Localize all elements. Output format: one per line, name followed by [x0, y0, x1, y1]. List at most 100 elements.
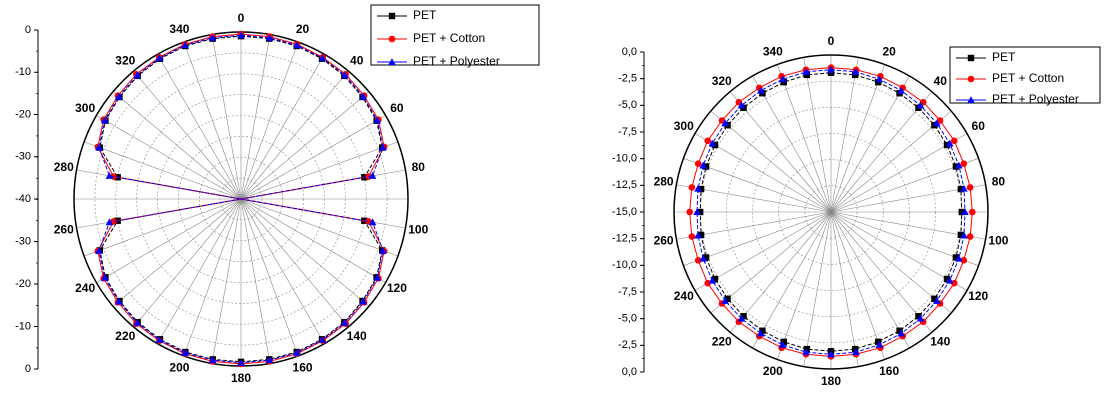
angle-label: 340 [763, 44, 783, 58]
data-point [368, 218, 377, 226]
data-point [699, 254, 707, 262]
legend-label: PET + Cotton [992, 71, 1064, 85]
angle-label: 200 [169, 360, 189, 374]
data-point [851, 68, 860, 75]
data-point [931, 295, 938, 302]
grid-spoke [729, 91, 832, 213]
grid-spoke [830, 211, 859, 367]
data-point [915, 313, 922, 320]
data-point [933, 119, 941, 127]
angle-label: 260 [54, 222, 74, 236]
data-point [969, 208, 976, 216]
grid-spoke [240, 198, 271, 364]
data-point [827, 65, 835, 73]
data-point [293, 41, 301, 49]
data-point [945, 139, 954, 147]
grid-spoke [240, 198, 386, 283]
grid-spoke [240, 141, 399, 200]
angle-label: 80 [412, 160, 426, 174]
data-point [702, 163, 710, 170]
data-point [115, 297, 123, 305]
data-point [368, 172, 377, 179]
data-point [694, 184, 702, 192]
grid-spoke [112, 198, 242, 307]
data-point [757, 86, 765, 94]
grid-spoke [830, 75, 910, 213]
angle-label: 320 [115, 53, 135, 67]
data-point [759, 327, 766, 334]
grid-spoke [777, 211, 832, 360]
data-point [851, 71, 859, 79]
angle-label: 20 [296, 22, 310, 36]
legend-box [949, 46, 1101, 104]
data-point [778, 340, 787, 348]
radial-tick-label: -10 [15, 66, 31, 78]
data-point [688, 233, 696, 240]
data-point [740, 313, 747, 320]
data-point [945, 276, 954, 284]
grid-spoke [157, 54, 242, 200]
data-point [961, 208, 969, 216]
grid-spoke [830, 211, 910, 349]
grid-spoke [157, 198, 242, 344]
angle-label: 260 [654, 234, 674, 248]
data-point [737, 314, 746, 322]
outer-circle [673, 54, 989, 370]
radial-tick-label: 0,0 [622, 46, 637, 58]
data-point [696, 208, 704, 216]
legend-label: PET + Polyester [413, 54, 500, 68]
data-point [694, 231, 702, 239]
grid-spoke [240, 34, 271, 200]
data-point [379, 143, 387, 151]
data-point [721, 297, 729, 304]
radial-tick-label: -2,5 [618, 339, 637, 351]
data-point [958, 208, 966, 216]
angle-label: 180 [821, 374, 841, 388]
data-point [95, 143, 103, 151]
data-point [875, 340, 884, 348]
legend-marker [967, 75, 975, 83]
radial-tick-label: -40 [15, 193, 31, 205]
grid-spoke [240, 54, 325, 200]
legend-marker [388, 12, 396, 20]
data-point [711, 275, 719, 283]
angle-label: 120 [968, 289, 988, 303]
grid-spoke [729, 211, 832, 333]
data-point [95, 246, 103, 254]
angle-label: 120 [387, 281, 407, 295]
data-point [966, 233, 974, 240]
angle-label: 300 [674, 119, 694, 133]
grid-spoke [830, 211, 952, 314]
angle-label: 200 [763, 364, 783, 378]
data-point [802, 348, 811, 356]
data-point [960, 257, 968, 264]
angle-label: 240 [75, 281, 95, 295]
grid-spoke [830, 211, 885, 360]
data-point [708, 139, 717, 147]
data-point [181, 41, 189, 49]
radial-tick-label: -5,0 [618, 99, 637, 111]
angle-label: 40 [934, 74, 948, 88]
data-point [155, 336, 164, 344]
data-point [916, 101, 925, 109]
radial-tick-label: 0 [25, 24, 31, 36]
grid-spoke [112, 91, 242, 200]
angle-label: 20 [882, 44, 896, 58]
grid-spoke [240, 198, 299, 357]
grid-spoke [240, 198, 349, 328]
angle-label: 0 [828, 34, 835, 48]
legend-marker [388, 35, 396, 43]
legend-label: PET [992, 50, 1016, 64]
legend-marker [388, 58, 396, 65]
data-point [702, 254, 710, 261]
data-point [724, 295, 731, 302]
data-point [265, 34, 274, 41]
radial-tick-label: -2,5 [618, 73, 637, 85]
radial-tick-label: -7,5 [618, 286, 637, 298]
data-point [827, 69, 835, 76]
data-point [359, 92, 367, 100]
data-point [688, 184, 696, 191]
data-point [875, 75, 884, 83]
data-point [875, 338, 882, 346]
radial-tick-label: -30 [15, 151, 31, 163]
